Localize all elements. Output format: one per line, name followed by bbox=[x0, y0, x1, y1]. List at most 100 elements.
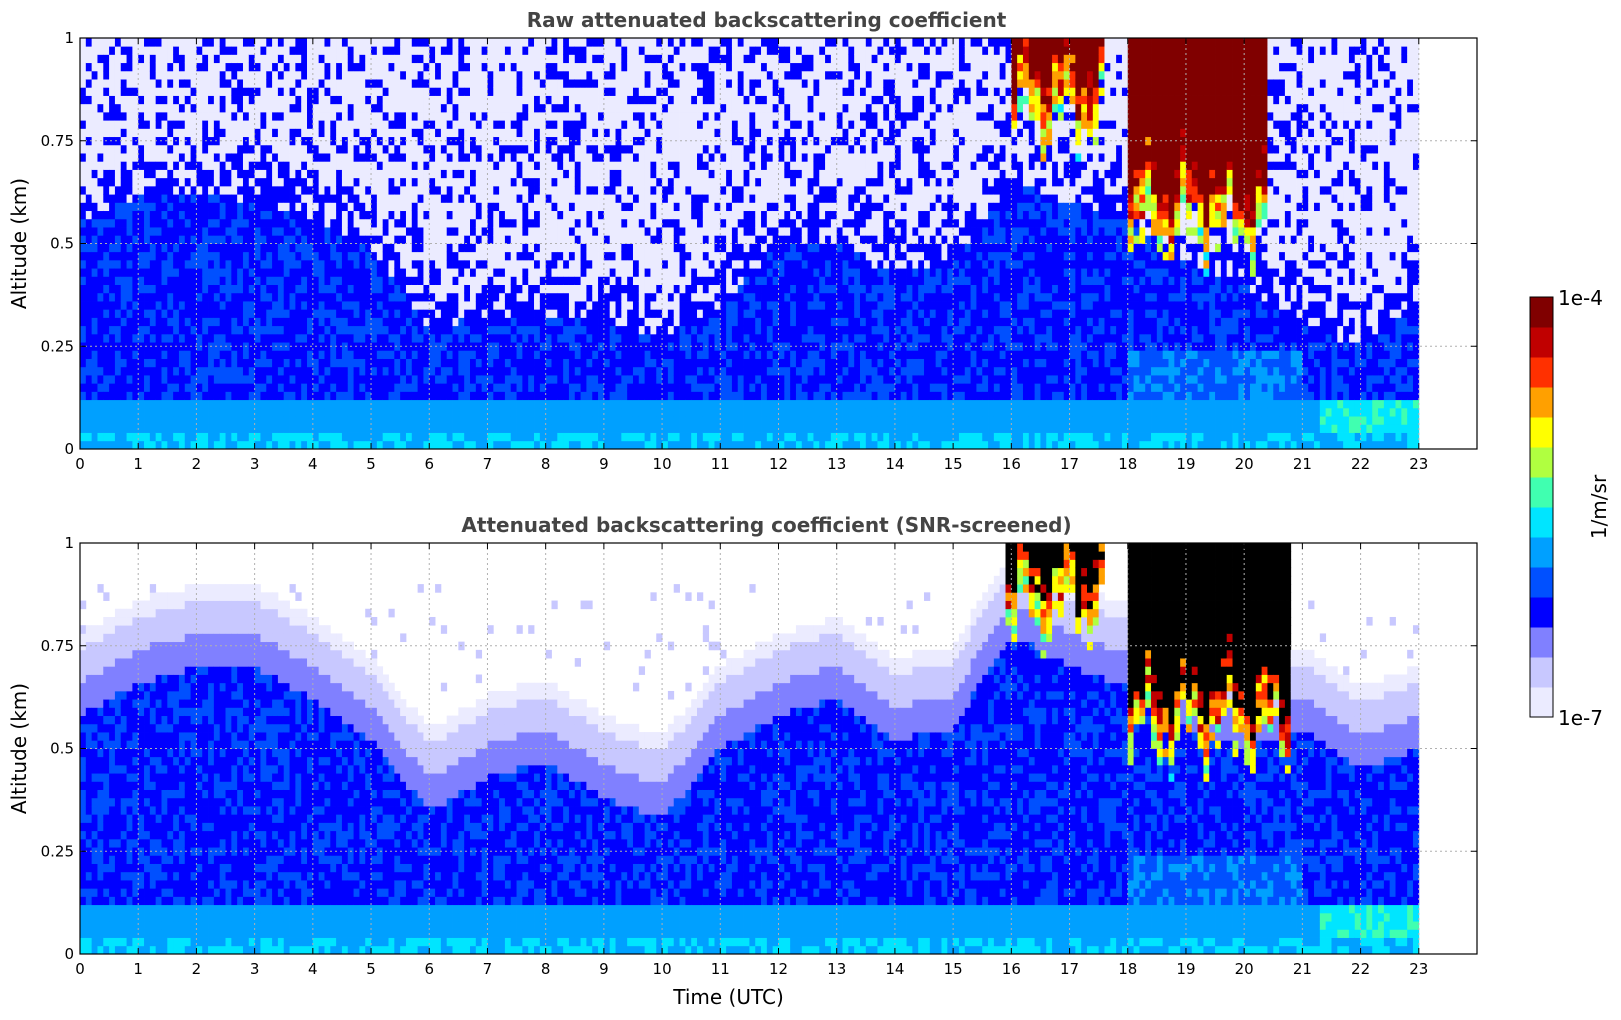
heatmap-cell bbox=[429, 432, 436, 442]
heatmap-cell bbox=[324, 342, 331, 351]
heatmap-cell bbox=[615, 424, 622, 433]
heatmap-cell bbox=[167, 243, 174, 253]
heatmap-cell bbox=[609, 432, 616, 442]
heatmap-cell bbox=[638, 46, 646, 55]
heatmap-cell bbox=[248, 416, 256, 425]
heatmap-cell bbox=[219, 440, 226, 450]
heatmap-cell bbox=[609, 95, 616, 105]
heatmap-cell bbox=[405, 333, 413, 343]
heatmap-cell bbox=[650, 87, 657, 96]
heatmap-cell bbox=[225, 95, 232, 105]
heatmap-cell bbox=[516, 87, 523, 96]
heatmap-cell bbox=[400, 161, 407, 170]
heatmap-cell bbox=[504, 416, 512, 425]
heatmap-cell bbox=[341, 218, 349, 228]
heatmap-cell bbox=[312, 46, 320, 55]
heatmap-cell bbox=[574, 407, 581, 417]
heatmap-cell bbox=[341, 432, 349, 442]
heatmap-cell bbox=[184, 350, 191, 359]
heatmap-cell bbox=[475, 416, 483, 425]
heatmap-cell bbox=[330, 54, 337, 64]
heatmap-cell bbox=[173, 70, 180, 80]
heatmap-cell bbox=[312, 432, 320, 442]
heatmap-cell bbox=[144, 153, 151, 162]
heatmap-cell bbox=[580, 358, 587, 368]
heatmap-cell bbox=[574, 161, 581, 170]
heatmap-cell bbox=[242, 202, 250, 212]
heatmap-cell bbox=[109, 161, 116, 170]
heatmap-cell bbox=[429, 292, 436, 302]
heatmap-cell bbox=[289, 111, 296, 121]
heatmap-cell bbox=[452, 120, 459, 129]
heatmap-cell bbox=[277, 38, 285, 47]
heatmap-cell bbox=[242, 46, 250, 55]
heatmap-cell bbox=[650, 95, 657, 105]
heatmap-cell bbox=[493, 144, 500, 154]
heatmap-cell bbox=[405, 366, 413, 376]
heatmap-cell bbox=[91, 169, 98, 179]
heatmap-cell bbox=[242, 54, 250, 64]
heatmap-cell bbox=[592, 128, 599, 138]
heatmap-cell bbox=[504, 292, 512, 302]
heatmap-cell bbox=[539, 235, 547, 244]
heatmap-cell bbox=[208, 128, 215, 138]
heatmap-cell bbox=[254, 235, 261, 244]
heatmap-cell bbox=[603, 333, 611, 343]
heatmap-cell bbox=[528, 309, 535, 318]
heatmap-cell bbox=[248, 259, 256, 269]
heatmap-cell bbox=[324, 95, 331, 105]
heatmap-cell bbox=[580, 375, 587, 384]
heatmap-cell bbox=[178, 185, 186, 195]
heatmap-cell bbox=[551, 424, 558, 433]
heatmap-cell bbox=[196, 375, 203, 384]
heatmap-cell bbox=[598, 366, 605, 376]
heatmap-cell bbox=[184, 153, 191, 162]
heatmap-cell bbox=[219, 243, 226, 253]
heatmap-cell bbox=[656, 391, 663, 401]
heatmap-cell bbox=[318, 62, 325, 72]
heatmap-cell bbox=[359, 309, 366, 318]
heatmap-cell bbox=[580, 202, 587, 212]
heatmap-cell bbox=[132, 317, 139, 327]
heatmap-cell bbox=[132, 325, 139, 335]
heatmap-cell bbox=[149, 46, 157, 55]
heatmap-cell bbox=[324, 309, 331, 318]
heatmap-cell bbox=[85, 383, 93, 392]
heatmap-cell bbox=[318, 177, 325, 187]
heatmap-cell bbox=[301, 251, 308, 261]
heatmap-cell bbox=[528, 259, 535, 269]
heatmap-cell bbox=[574, 251, 581, 261]
heatmap-cell bbox=[190, 317, 197, 327]
heatmap-cell bbox=[161, 111, 168, 121]
heatmap-cell bbox=[91, 103, 98, 113]
heatmap-cell bbox=[394, 169, 401, 179]
heatmap-cell bbox=[347, 424, 354, 433]
heatmap-cell bbox=[400, 325, 407, 335]
heatmap-cell bbox=[371, 333, 378, 343]
heatmap-cell bbox=[347, 358, 354, 368]
heatmap-cell bbox=[307, 161, 314, 170]
heatmap-cell bbox=[522, 194, 529, 203]
heatmap-cell bbox=[312, 243, 320, 253]
heatmap-cell bbox=[231, 325, 238, 335]
heatmap-cell bbox=[429, 194, 436, 203]
heatmap-cell bbox=[190, 284, 197, 294]
heatmap-cell bbox=[644, 424, 651, 433]
heatmap-cell bbox=[242, 366, 250, 376]
heatmap-cell bbox=[353, 309, 360, 318]
heatmap-cell bbox=[417, 235, 424, 244]
heatmap-cell bbox=[423, 350, 430, 359]
heatmap-cell bbox=[277, 103, 285, 113]
heatmap-cell bbox=[225, 54, 232, 64]
heatmap-cell bbox=[481, 358, 488, 368]
heatmap-cell bbox=[336, 292, 343, 302]
heatmap-cell bbox=[289, 292, 296, 302]
heatmap-cell bbox=[568, 194, 576, 203]
heatmap-cell bbox=[487, 235, 494, 244]
heatmap-cell bbox=[85, 333, 93, 343]
heatmap-cell bbox=[405, 342, 413, 351]
heatmap-cell bbox=[155, 153, 162, 162]
heatmap-cell bbox=[237, 325, 244, 335]
heatmap-cell bbox=[149, 87, 157, 96]
heatmap-cell bbox=[557, 87, 564, 96]
